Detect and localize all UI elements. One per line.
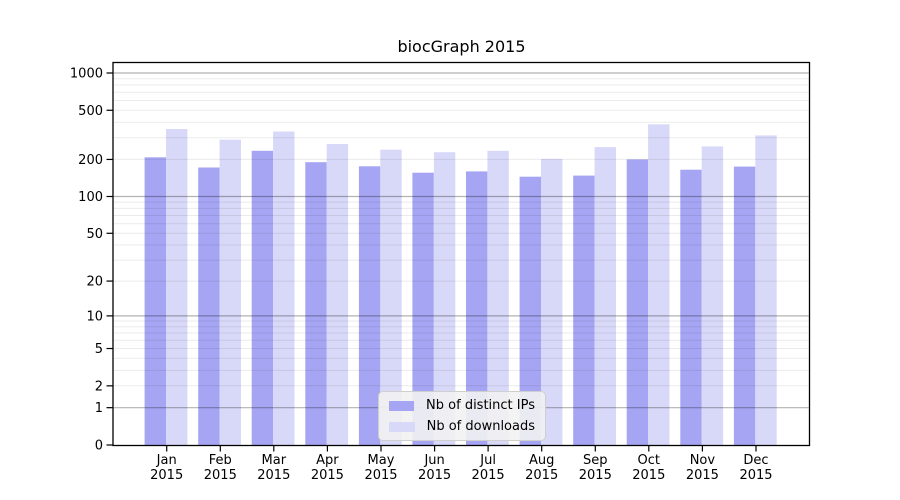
legend-swatch-distinct-ips (389, 400, 415, 411)
x-tick-label-year: 2015 (686, 468, 719, 483)
x-tick-label-year: 2015 (579, 468, 612, 483)
bar-distinct-ips-Aug (519, 176, 541, 445)
x-tick-label-year: 2015 (364, 468, 397, 483)
x-tick-label-month: Dec (743, 453, 768, 468)
bar-downloads-Sep (594, 147, 616, 445)
legend-item-distinct-ips: Nb of distinct IPs (389, 398, 535, 413)
bar-distinct-ips-Feb (198, 167, 220, 445)
x-tick-label-year: 2015 (204, 468, 237, 483)
bar-downloads-Feb (219, 139, 241, 445)
y-tick-label: 100 (78, 190, 103, 205)
bar-downloads-Jul (487, 150, 509, 446)
x-tick-label-month: Nov (690, 453, 716, 468)
bar-distinct-ips-Oct (626, 159, 649, 445)
bar-distinct-ips-May (358, 166, 381, 446)
x-tick-label-month: Jul (479, 453, 496, 468)
x-tick-label-year: 2015 (311, 468, 344, 483)
x-tick-label-month: May (368, 453, 395, 468)
y-tick-label: 1000 (70, 67, 103, 82)
y-tick-label: 5 (95, 342, 103, 357)
bar-distinct-ips-Jul (466, 171, 488, 445)
bar-downloads-Jun (433, 152, 456, 445)
bar-downloads-Aug (541, 158, 563, 445)
x-tick-label-year: 2015 (418, 468, 451, 483)
bar-downloads-Apr (326, 144, 349, 445)
x-tick-label-month: Jun (423, 453, 444, 468)
x-tick-label-year: 2015 (150, 468, 183, 483)
x-tick-label-month: Feb (209, 453, 232, 468)
chart-title: biocGraph 2015 (397, 37, 526, 56)
x-tick-label-year: 2015 (472, 468, 505, 483)
x-tick-label-month: Aug (529, 453, 554, 468)
y-tick-label: 500 (78, 104, 103, 119)
legend: Nb of distinct IPs Nb of downloads (378, 391, 546, 441)
y-tick-label: 1 (95, 401, 103, 416)
x-tick-label-month: Jan (156, 453, 177, 468)
bar-downloads-May (380, 149, 402, 445)
bar-distinct-ips-Dec (733, 166, 756, 445)
legend-item-downloads: Nb of downloads (389, 419, 535, 434)
y-tick-label: 20 (86, 275, 103, 290)
legend-swatch-downloads (389, 421, 415, 432)
bar-downloads-Nov (701, 146, 724, 445)
y-tick-label: 2 (95, 379, 103, 394)
bar-downloads-Dec (755, 135, 777, 445)
bar-distinct-ips-Jun (412, 172, 434, 445)
bar-distinct-ips-Sep (573, 175, 595, 445)
legend-label-distinct-ips: Nb of distinct IPs (426, 398, 535, 413)
bar-downloads-Mar (273, 131, 295, 445)
x-tick-label-year: 2015 (632, 468, 665, 483)
y-tick-label: 50 (86, 227, 103, 242)
y-tick-label: 10 (86, 309, 103, 324)
bar-distinct-ips-Apr (305, 162, 327, 445)
y-tick-label: 0 (95, 439, 103, 454)
bar-downloads-Oct (648, 124, 670, 446)
plot-frame (112, 61, 811, 447)
x-tick-label-month: Oct (638, 453, 660, 468)
bar-distinct-ips-Jan (144, 157, 166, 446)
y-tick-label: 200 (78, 153, 103, 168)
bar-distinct-ips-Mar (251, 150, 274, 446)
x-tick-label-year: 2015 (525, 468, 558, 483)
legend-label-downloads: Nb of downloads (426, 419, 535, 434)
bar-distinct-ips-Nov (680, 169, 702, 445)
x-tick-label-year: 2015 (739, 468, 772, 483)
x-tick-label-year: 2015 (257, 468, 290, 483)
x-tick-label-month: Apr (316, 453, 339, 468)
x-tick-label-month: Sep (583, 453, 608, 468)
x-tick-label-month: Mar (262, 453, 287, 468)
bar-downloads-Jan (166, 129, 188, 445)
